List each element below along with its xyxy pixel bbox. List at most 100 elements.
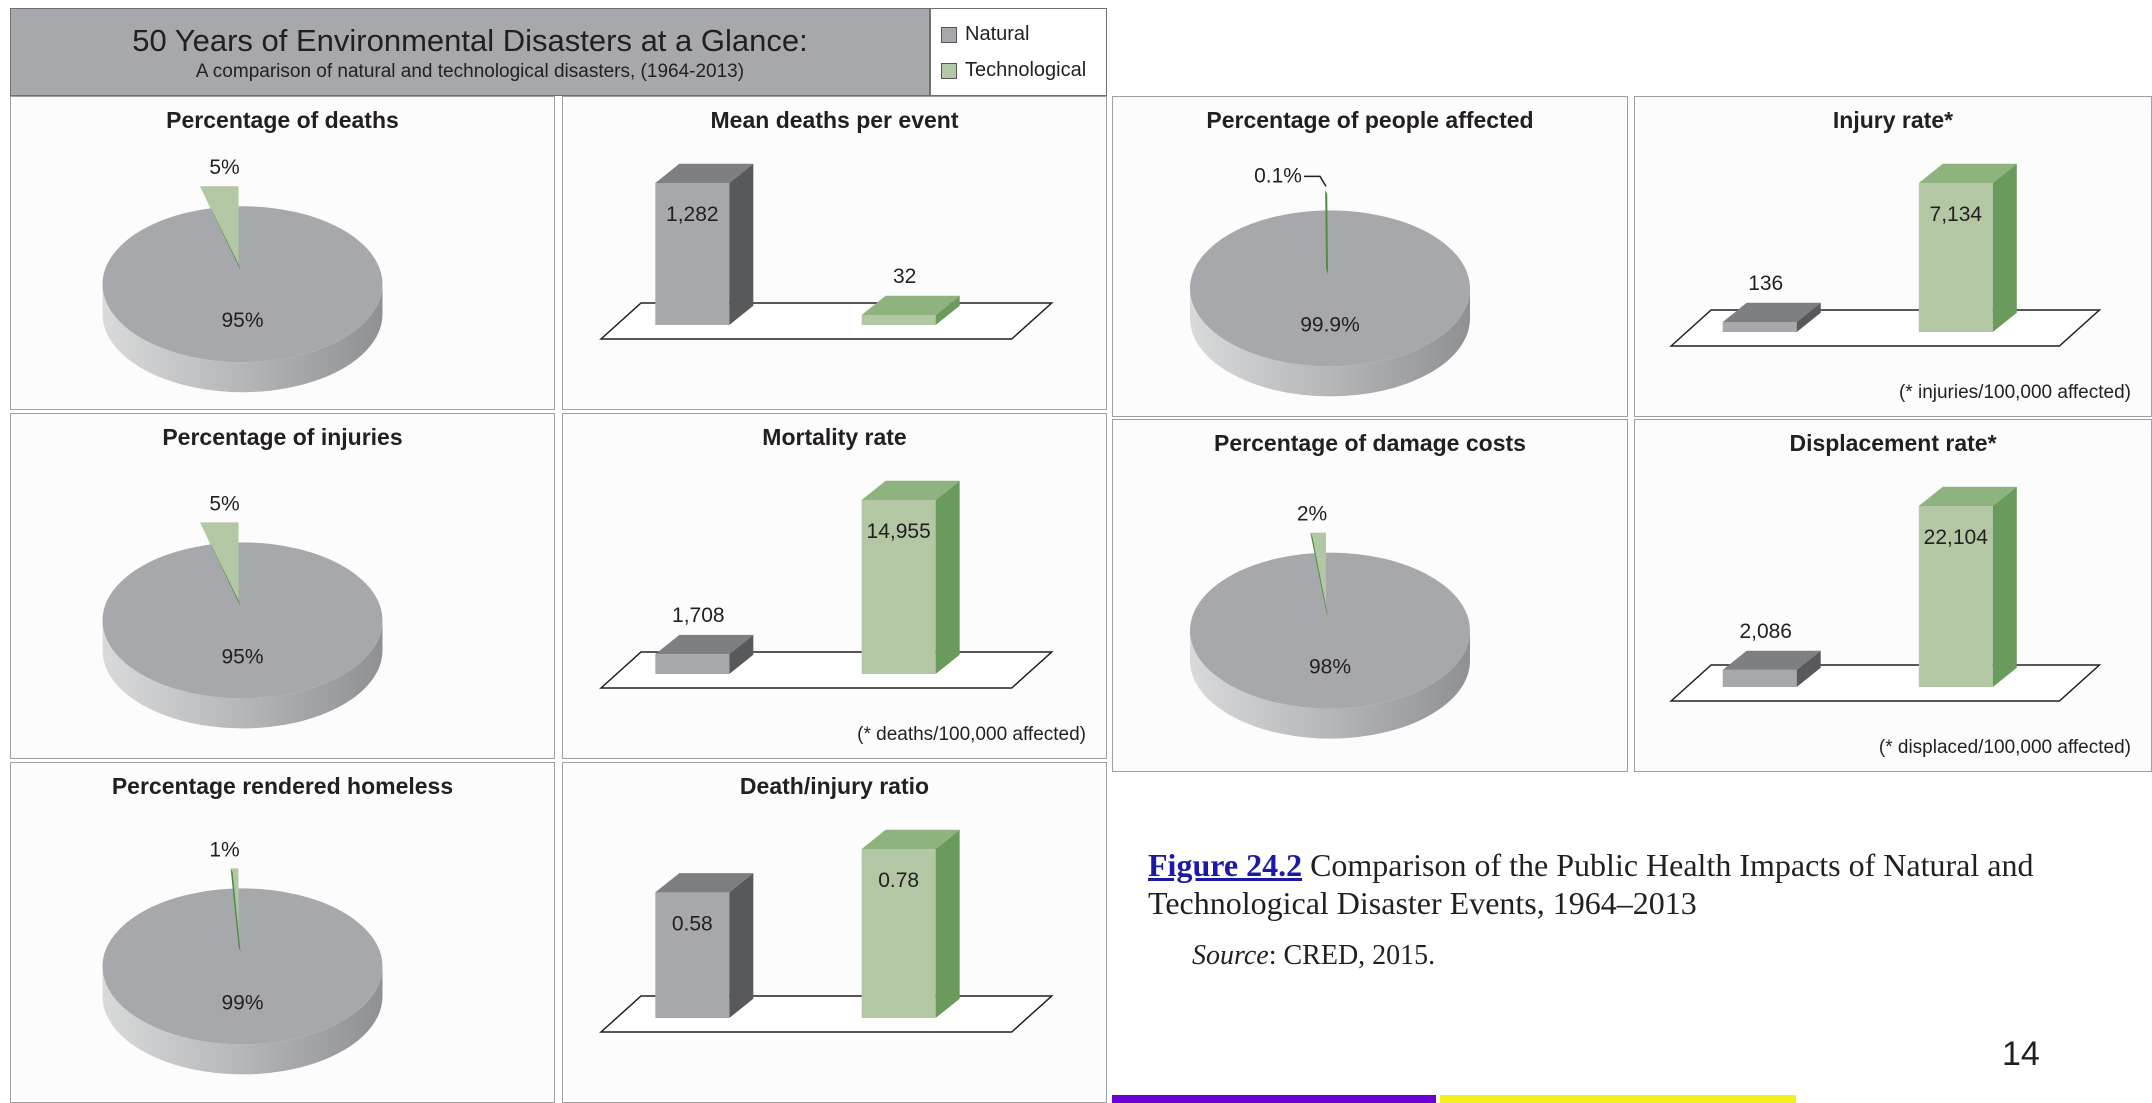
page-number: 14 <box>2002 1035 2040 1073</box>
bar-top-technological <box>861 480 960 500</box>
pie-slice-natural <box>102 206 383 363</box>
bar-top-technological <box>861 829 960 849</box>
chart-svg: 1,282 32 <box>599 163 1054 340</box>
pie-slice-natural <box>102 888 383 1045</box>
bar-label-technological: 0.78 <box>878 869 919 892</box>
figure-caption: Figure 24.2 Comparison of the Public Hea… <box>1148 846 2148 922</box>
bar-label-technological: 22,104 <box>1924 526 1989 549</box>
bar-front-natural <box>655 654 730 674</box>
caption-text: Comparison of the Public Health Impacts … <box>1148 847 2034 921</box>
pie-slice-technological-side <box>1325 190 1328 275</box>
panel-injury-rate: Injury rate* (* injuries/100,000 affecte… <box>1634 96 2152 417</box>
bar-front-natural <box>1722 322 1797 332</box>
accent-bar-purple <box>1112 1095 1436 1103</box>
panel-title: Mean deaths per event <box>710 107 959 133</box>
bar-front-technological <box>1918 183 1993 332</box>
pie-label-natural: 99% <box>221 991 263 1014</box>
pie-slice-technological-side <box>1310 532 1328 617</box>
panel-title: Displacement rate* <box>1789 430 1997 456</box>
figure-link[interactable]: Figure 24.2 <box>1148 847 1303 883</box>
figure-source: Source: CRED, 2015. <box>1192 940 1435 972</box>
bar-top-natural <box>655 634 754 655</box>
bar-label-natural: 0.58 <box>672 912 713 935</box>
panel-percentage-of-people-affected: Percentage of people affected 99.9% 0.1% <box>1112 96 1628 417</box>
bar-side-technological <box>935 295 960 325</box>
legend-item-technological: Technological <box>941 59 1086 82</box>
bar-top-natural <box>655 873 754 893</box>
legend-swatch-natural <box>941 26 957 43</box>
legend-item-natural: Natural <box>941 23 1029 46</box>
panel-title: Injury rate* <box>1832 107 1954 133</box>
chart-svg: 99.9% 0.1% <box>1190 164 1470 397</box>
panel-displacement-rate: Displacement rate* (* displaced/100,000 … <box>1634 419 2152 772</box>
panel-footnote: (* displaced/100,000 affected) <box>1878 737 2131 758</box>
pie-label-natural: 98% <box>1309 656 1351 679</box>
panel-title: Death/injury ratio <box>739 773 930 799</box>
legend-swatch-technological <box>941 62 957 79</box>
bar-side-technological <box>935 829 960 1018</box>
chart-svg: 2,086 22,104 <box>1669 486 2102 702</box>
pie-slice-technological-side <box>230 868 241 953</box>
bar-side-natural <box>1796 302 1821 332</box>
bar-top-technological <box>861 295 960 315</box>
bar-front-technological <box>1918 506 1993 687</box>
legend-label-technological: Technological <box>965 59 1087 81</box>
bar-top-natural <box>1722 302 1821 322</box>
pie-slice-natural <box>102 542 383 699</box>
panel-title: Percentage of people affected <box>1206 107 1534 133</box>
bar-front-natural <box>655 892 730 1018</box>
header-subtitle: A comparison of natural and technologica… <box>195 61 745 82</box>
chart-svg: 136 7,134 <box>1669 163 2102 347</box>
legend: Natural Technological <box>930 8 1107 96</box>
pie-label-technological: 0.1% <box>1254 164 1302 187</box>
pie-side <box>1190 630 1470 739</box>
pie-label-natural: 95% <box>221 645 263 668</box>
pie-side <box>102 284 383 393</box>
pie-label-technological: 2% <box>1297 503 1327 526</box>
panel-title: Percentage of injuries <box>162 424 403 450</box>
bar-top-natural <box>1722 650 1821 670</box>
bar-label-natural: 1,282 <box>666 203 719 226</box>
bar-side-natural <box>1796 650 1821 687</box>
source-label: Source <box>1192 940 1269 971</box>
bar-top-technological <box>1918 163 2017 183</box>
bar-front-technological <box>861 315 936 325</box>
chart-header: 50 Years of Environmental Disasters at a… <box>10 8 930 96</box>
pie-leader-line <box>1304 175 1327 187</box>
bar-side-natural <box>729 634 754 674</box>
chart-svg: 0.58 0.78 <box>599 829 1054 1033</box>
chart-svg: 95% 5% <box>102 156 383 393</box>
pie-label-technological: 1% <box>209 838 239 861</box>
bar-side-technological <box>1992 486 2017 687</box>
accent-bar-yellow <box>1440 1095 1796 1103</box>
pie-label-technological: 5% <box>209 492 239 515</box>
panel-percentage-rendered-homeless: Percentage rendered homeless 99% 1% <box>10 762 555 1103</box>
chart-svg: 95% 5% <box>102 492 383 729</box>
panel-title: Percentage rendered homeless <box>111 773 454 799</box>
source-text: : CRED, 2015. <box>1268 940 1436 971</box>
chart-svg: 98% 2% <box>1190 503 1470 739</box>
pie-side <box>1190 288 1470 397</box>
bar-front-technological <box>861 849 936 1018</box>
pie-label-natural: 99.9% <box>1300 313 1360 336</box>
pie-label-natural: 95% <box>221 309 263 332</box>
chart-svg: 1,708 14,955 <box>599 480 1054 689</box>
panel-percentage-of-injuries: Percentage of injuries 95% 5% <box>10 413 555 759</box>
panel-footnote: (* injuries/100,000 affected) <box>1898 382 2131 403</box>
bar-side-technological <box>1992 163 2017 332</box>
bar-label-technological: 7,134 <box>1930 203 1983 226</box>
panel-title: Mortality rate <box>762 424 907 450</box>
panel-mortality-rate: Mortality rate (* deaths/100,000 affecte… <box>562 413 1107 759</box>
bar-side-technological <box>935 480 960 674</box>
bar-front-natural <box>1722 669 1797 687</box>
pie-side <box>102 966 383 1075</box>
bar-top-technological <box>1918 486 2017 506</box>
panel-percentage-of-deaths: Percentage of deaths 95% 5% <box>10 96 555 410</box>
chart-svg: 99% 1% <box>102 838 383 1075</box>
panel-title: Percentage of damage costs <box>1214 430 1526 456</box>
panel-percentage-of-damage-costs: Percentage of damage costs 98% 2% <box>1112 419 1628 772</box>
bar-side-natural <box>729 163 754 325</box>
pie-slice-natural <box>1190 552 1470 709</box>
bar-front-natural <box>655 183 730 325</box>
panel-footnote: (* deaths/100,000 affected) <box>857 724 1086 745</box>
